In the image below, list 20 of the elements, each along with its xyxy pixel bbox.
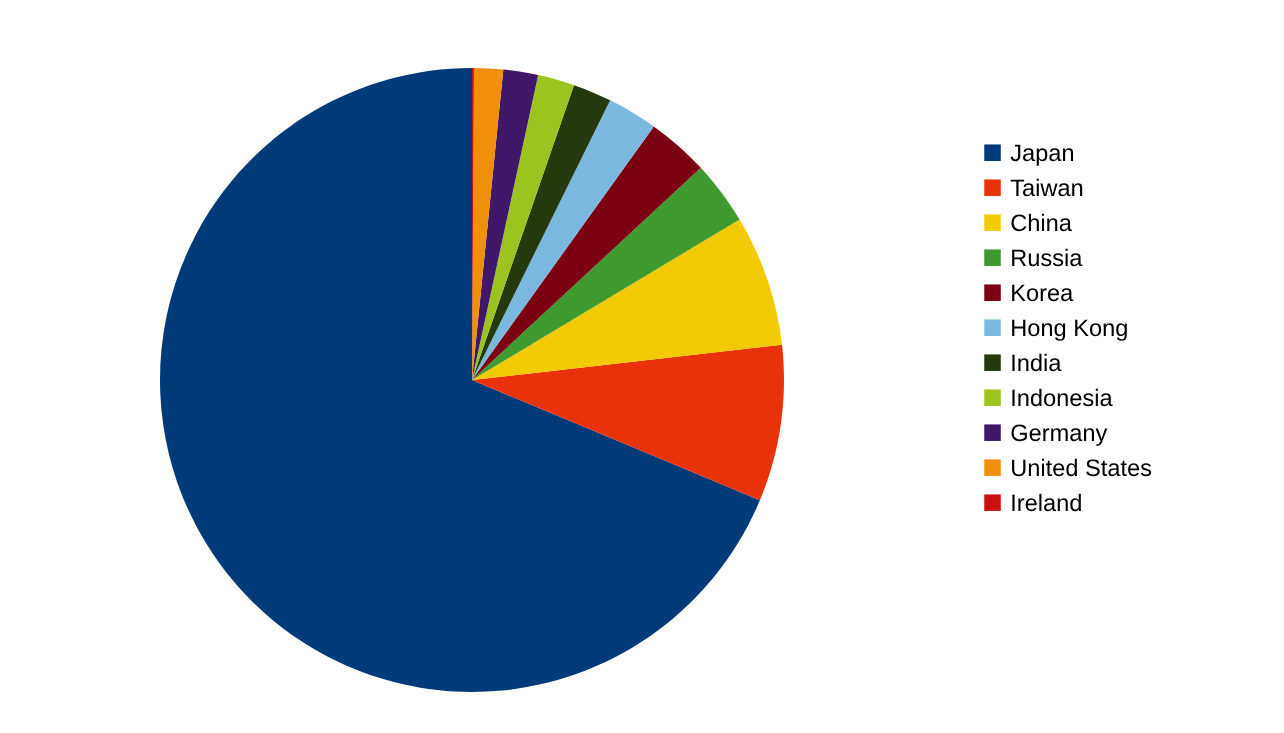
legend-label: Hong Kong [1012,319,1127,341]
legend-label: United States [1012,458,1152,477]
legend-label: Ireland [1012,493,1081,512]
pie-slice [472,167,740,380]
legend-label: Germany [1011,424,1108,446]
pie-slice [472,344,784,501]
legend-label: Taiwan [1010,178,1083,197]
pie-slice [472,126,701,380]
legend-label: India [1012,353,1062,372]
legend-label: Indonesia [1012,388,1113,407]
legend-label: Russia [1012,248,1083,267]
pie-slice [472,219,783,380]
legend-label: Japan [1010,144,1074,166]
pie-slice [472,75,574,380]
pie-slice [160,68,760,692]
pie-slice [472,100,654,380]
legend-label: Korea [1012,284,1074,302]
pie-slice [472,69,539,380]
legend-label: China [1011,213,1072,232]
pie-slice [472,85,611,380]
